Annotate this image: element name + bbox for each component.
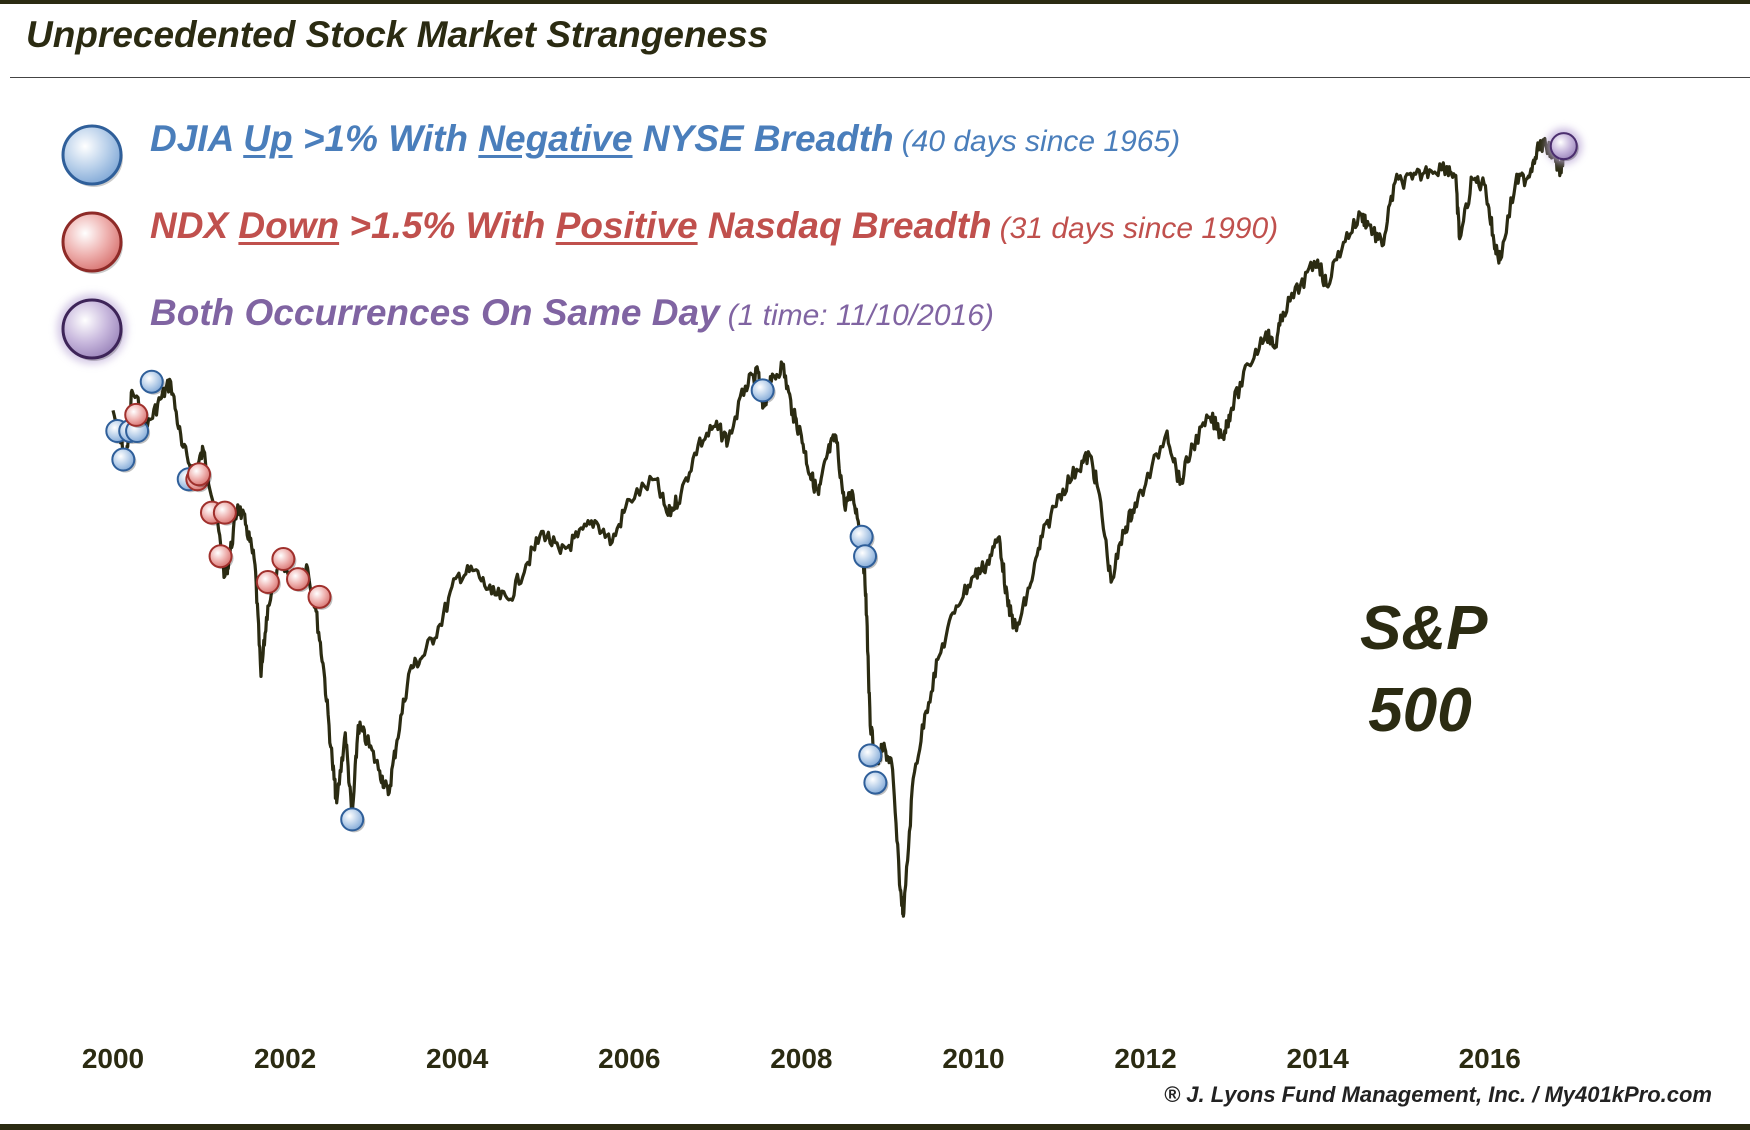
ndx-event-marker	[124, 402, 150, 428]
top-border	[0, 0, 1750, 4]
legend-text: NDX	[150, 205, 239, 246]
legend-text: >1% With	[292, 118, 479, 159]
event-markers	[105, 128, 1582, 833]
ndx-event-marker	[307, 584, 333, 610]
x-axis: 2000 2002 2004 2006 2008 2010 2012 2014 2016	[82, 1043, 1521, 1074]
plot-area	[111, 136, 1566, 918]
page-title: Unprecedented Stock Market Strangeness	[26, 14, 769, 55]
djia-event-marker	[139, 369, 165, 395]
legend-text-underlined: Up	[243, 118, 293, 159]
x-tick-label: 2014	[1287, 1043, 1350, 1074]
legend-marker-red	[61, 211, 123, 274]
bottom-border	[0, 1124, 1750, 1130]
x-tick-label: 2016	[1459, 1043, 1521, 1074]
x-tick-label: 2012	[1114, 1043, 1176, 1074]
djia-event-marker	[858, 743, 884, 769]
legend-label-ndx: NDX Down >1.5% With Positive Nasdaq Brea…	[150, 205, 992, 246]
legend-text: Nasdaq Breadth	[697, 205, 992, 246]
sp500-price-line	[111, 136, 1566, 918]
legend-label-both: Both Occurrences On Same Day	[150, 292, 720, 333]
legend-text: DJIA	[150, 118, 244, 159]
ndx-event-marker	[212, 500, 238, 526]
x-tick-label: 2000	[82, 1043, 144, 1074]
x-tick-label: 2004	[426, 1043, 489, 1074]
djia-event-marker	[340, 807, 366, 833]
legend-text: >1.5% With	[339, 205, 556, 246]
title-divider	[10, 77, 1750, 78]
x-tick-label: 2006	[598, 1043, 660, 1074]
copyright-credit: ® J. Lyons Fund Management, Inc. / My401…	[1163, 1082, 1712, 1107]
djia-event-marker	[750, 378, 776, 404]
legend-note-ndx: (31 days since 1990)	[999, 212, 1279, 245]
series-label-line1: S&P	[1360, 594, 1488, 663]
legend-markers	[57, 124, 127, 364]
x-tick-label: 2010	[942, 1043, 1004, 1074]
djia-event-marker	[853, 544, 879, 570]
legend-item-ndx: NDX Down >1.5% With Positive Nasdaq Brea…	[150, 205, 1278, 247]
legend-note-both: (1 time: 11/10/2016)	[727, 299, 994, 332]
ndx-event-marker	[286, 567, 311, 593]
ndx-event-marker	[255, 570, 281, 596]
legend-text: NYSE Breadth	[632, 118, 894, 159]
ndx-event-marker	[208, 544, 234, 570]
ndx-event-marker	[187, 462, 213, 488]
series-label-line2: 500	[1368, 676, 1472, 745]
djia-event-marker	[111, 447, 137, 473]
ndx-event-marker	[271, 547, 297, 573]
legend-marker-purple	[57, 294, 127, 364]
both-event-marker	[1545, 128, 1582, 165]
legend-label-djia: DJIA Up >1% With Negative NYSE Breadth	[150, 118, 894, 159]
series-label: S&P 500	[1360, 588, 1488, 752]
legend-item-both: Both Occurrences On Same Day (1 time: 11/…	[150, 292, 994, 334]
legend-item-djia: DJIA Up >1% With Negative NYSE Breadth (4…	[150, 118, 1180, 160]
djia-event-marker	[863, 770, 889, 796]
legend-marker-blue	[61, 124, 123, 187]
x-tick-label: 2002	[254, 1043, 316, 1074]
legend-text-underlined: Down	[238, 205, 340, 246]
legend-text-underlined: Negative	[478, 118, 633, 159]
x-tick-label: 2008	[770, 1043, 832, 1074]
legend-text-underlined: Positive	[555, 205, 698, 246]
legend-note-djia: (40 days since 1965)	[901, 125, 1181, 158]
